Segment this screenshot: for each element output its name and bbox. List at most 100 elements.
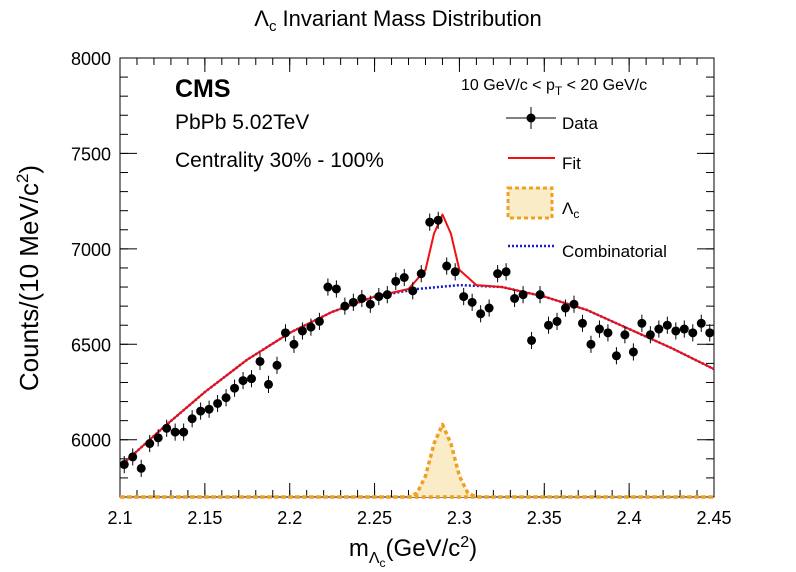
data-point	[136, 463, 146, 473]
data-point	[264, 379, 273, 389]
combinatorial-layer	[119, 283, 715, 468]
data-point	[577, 318, 587, 328]
title-subscript: c	[269, 18, 277, 35]
experiment-label: CMS	[175, 75, 231, 103]
data-point	[331, 284, 341, 294]
legend-signal-box	[506, 186, 554, 220]
y-axis-title-sup: 2	[13, 174, 32, 183]
x-axis-title-end: )	[469, 535, 477, 562]
y-axis-title-end: )	[14, 165, 44, 174]
data-point	[280, 328, 290, 338]
x-tick-label: 2.35	[527, 508, 562, 528]
data-point	[187, 414, 197, 424]
x-tick-label: 2.1	[107, 508, 132, 528]
legend-entry-fit: Fit	[508, 154, 581, 173]
legend-entry-data: Data	[506, 107, 598, 133]
pt-range-post: < 20 GeV/c	[562, 77, 647, 94]
data-point	[671, 326, 681, 336]
data-point	[408, 286, 418, 296]
data-point	[442, 261, 452, 271]
signal-peak	[118, 422, 716, 499]
data-point	[611, 351, 621, 361]
centrality-label: Centrality 30% - 100%	[175, 149, 384, 172]
data-point	[162, 423, 172, 433]
data-point	[119, 460, 129, 470]
data-point	[450, 267, 460, 277]
legend-entry-signal: Λc	[506, 186, 579, 221]
data-point	[272, 360, 282, 370]
data-point	[628, 347, 638, 357]
data-point	[696, 318, 706, 328]
data-point	[535, 290, 545, 300]
x-axis-title-sup: 2	[460, 534, 469, 551]
data-layer	[119, 211, 715, 477]
data-point	[433, 215, 443, 225]
title-symbol: Λ	[254, 6, 269, 31]
x-axis-title-pre: m	[349, 535, 369, 562]
legend-fit-label: Fit	[562, 154, 581, 173]
x-tick-label: 2.2	[277, 508, 302, 528]
data-point	[145, 439, 155, 449]
data-point	[357, 293, 367, 303]
data-point	[306, 322, 316, 332]
data-point	[527, 335, 537, 345]
data-point	[255, 356, 265, 366]
x-axis-title-sub: Λ	[369, 550, 380, 567]
data-point	[552, 316, 562, 326]
data-point	[348, 297, 358, 307]
data-point	[620, 330, 630, 340]
system-label: PbPb 5.02TeV	[175, 111, 309, 134]
x-tick-label: 2.4	[617, 508, 642, 528]
data-point	[510, 293, 520, 303]
data-point	[484, 303, 494, 313]
legend-signal-symbol: Λ	[562, 199, 574, 218]
axis-ticks: 2.1 2.15 2.2 2.25 2.3 2.35 2.4 2.45 6000 6500 7000…	[71, 49, 732, 528]
data-point	[586, 339, 596, 349]
y-axis-title-main: Counts/(10 MeV/c	[14, 183, 44, 391]
legend-data-marker	[526, 113, 536, 123]
data-point	[323, 282, 333, 292]
data-point	[391, 276, 401, 286]
data-point	[688, 328, 698, 338]
combinatorial-curve	[119, 283, 715, 468]
y-tick-label: 8000	[71, 49, 111, 69]
data-point	[213, 398, 223, 408]
legend: Data Fit Λc Combinatorial	[506, 107, 667, 261]
y-tick-label: 7500	[71, 144, 111, 164]
data-point	[467, 297, 477, 307]
signal-layer	[118, 422, 716, 499]
data-point	[544, 320, 554, 330]
data-point	[196, 406, 206, 416]
data-point	[594, 324, 604, 334]
data-point	[204, 404, 214, 414]
legend-signal-label: Λc	[562, 199, 579, 221]
pt-range-sub: T	[555, 84, 563, 98]
pt-range-label: 10 GeV/c < pT < 20 GeV/c	[461, 77, 647, 98]
data-point	[645, 330, 655, 340]
y-tick-label: 7000	[71, 240, 111, 260]
x-tick-label: 2.15	[187, 508, 222, 528]
data-point	[340, 301, 350, 311]
y-tick-label: 6000	[71, 431, 111, 451]
data-point	[679, 324, 689, 334]
data-point	[221, 393, 231, 403]
data-point	[128, 452, 138, 462]
data-point	[425, 217, 435, 227]
data-point	[603, 328, 613, 338]
data-point	[705, 328, 715, 338]
data-point	[170, 427, 180, 437]
legend-combinatorial-label: Combinatorial	[562, 242, 667, 261]
y-tick-label: 6500	[71, 335, 111, 355]
data-point	[289, 339, 299, 349]
data-point	[459, 292, 469, 302]
title-rest: Invariant Mass Distribution	[276, 6, 541, 31]
x-tick-label: 2.25	[357, 508, 392, 528]
data-point	[365, 299, 375, 309]
legend-entry-combinatorial: Combinatorial	[508, 242, 667, 261]
pt-range-pre: 10 GeV/c < p	[461, 77, 555, 94]
data-point	[476, 309, 486, 319]
x-tick-label: 2.45	[696, 508, 731, 528]
data-point	[297, 326, 307, 336]
data-point	[399, 273, 409, 282]
